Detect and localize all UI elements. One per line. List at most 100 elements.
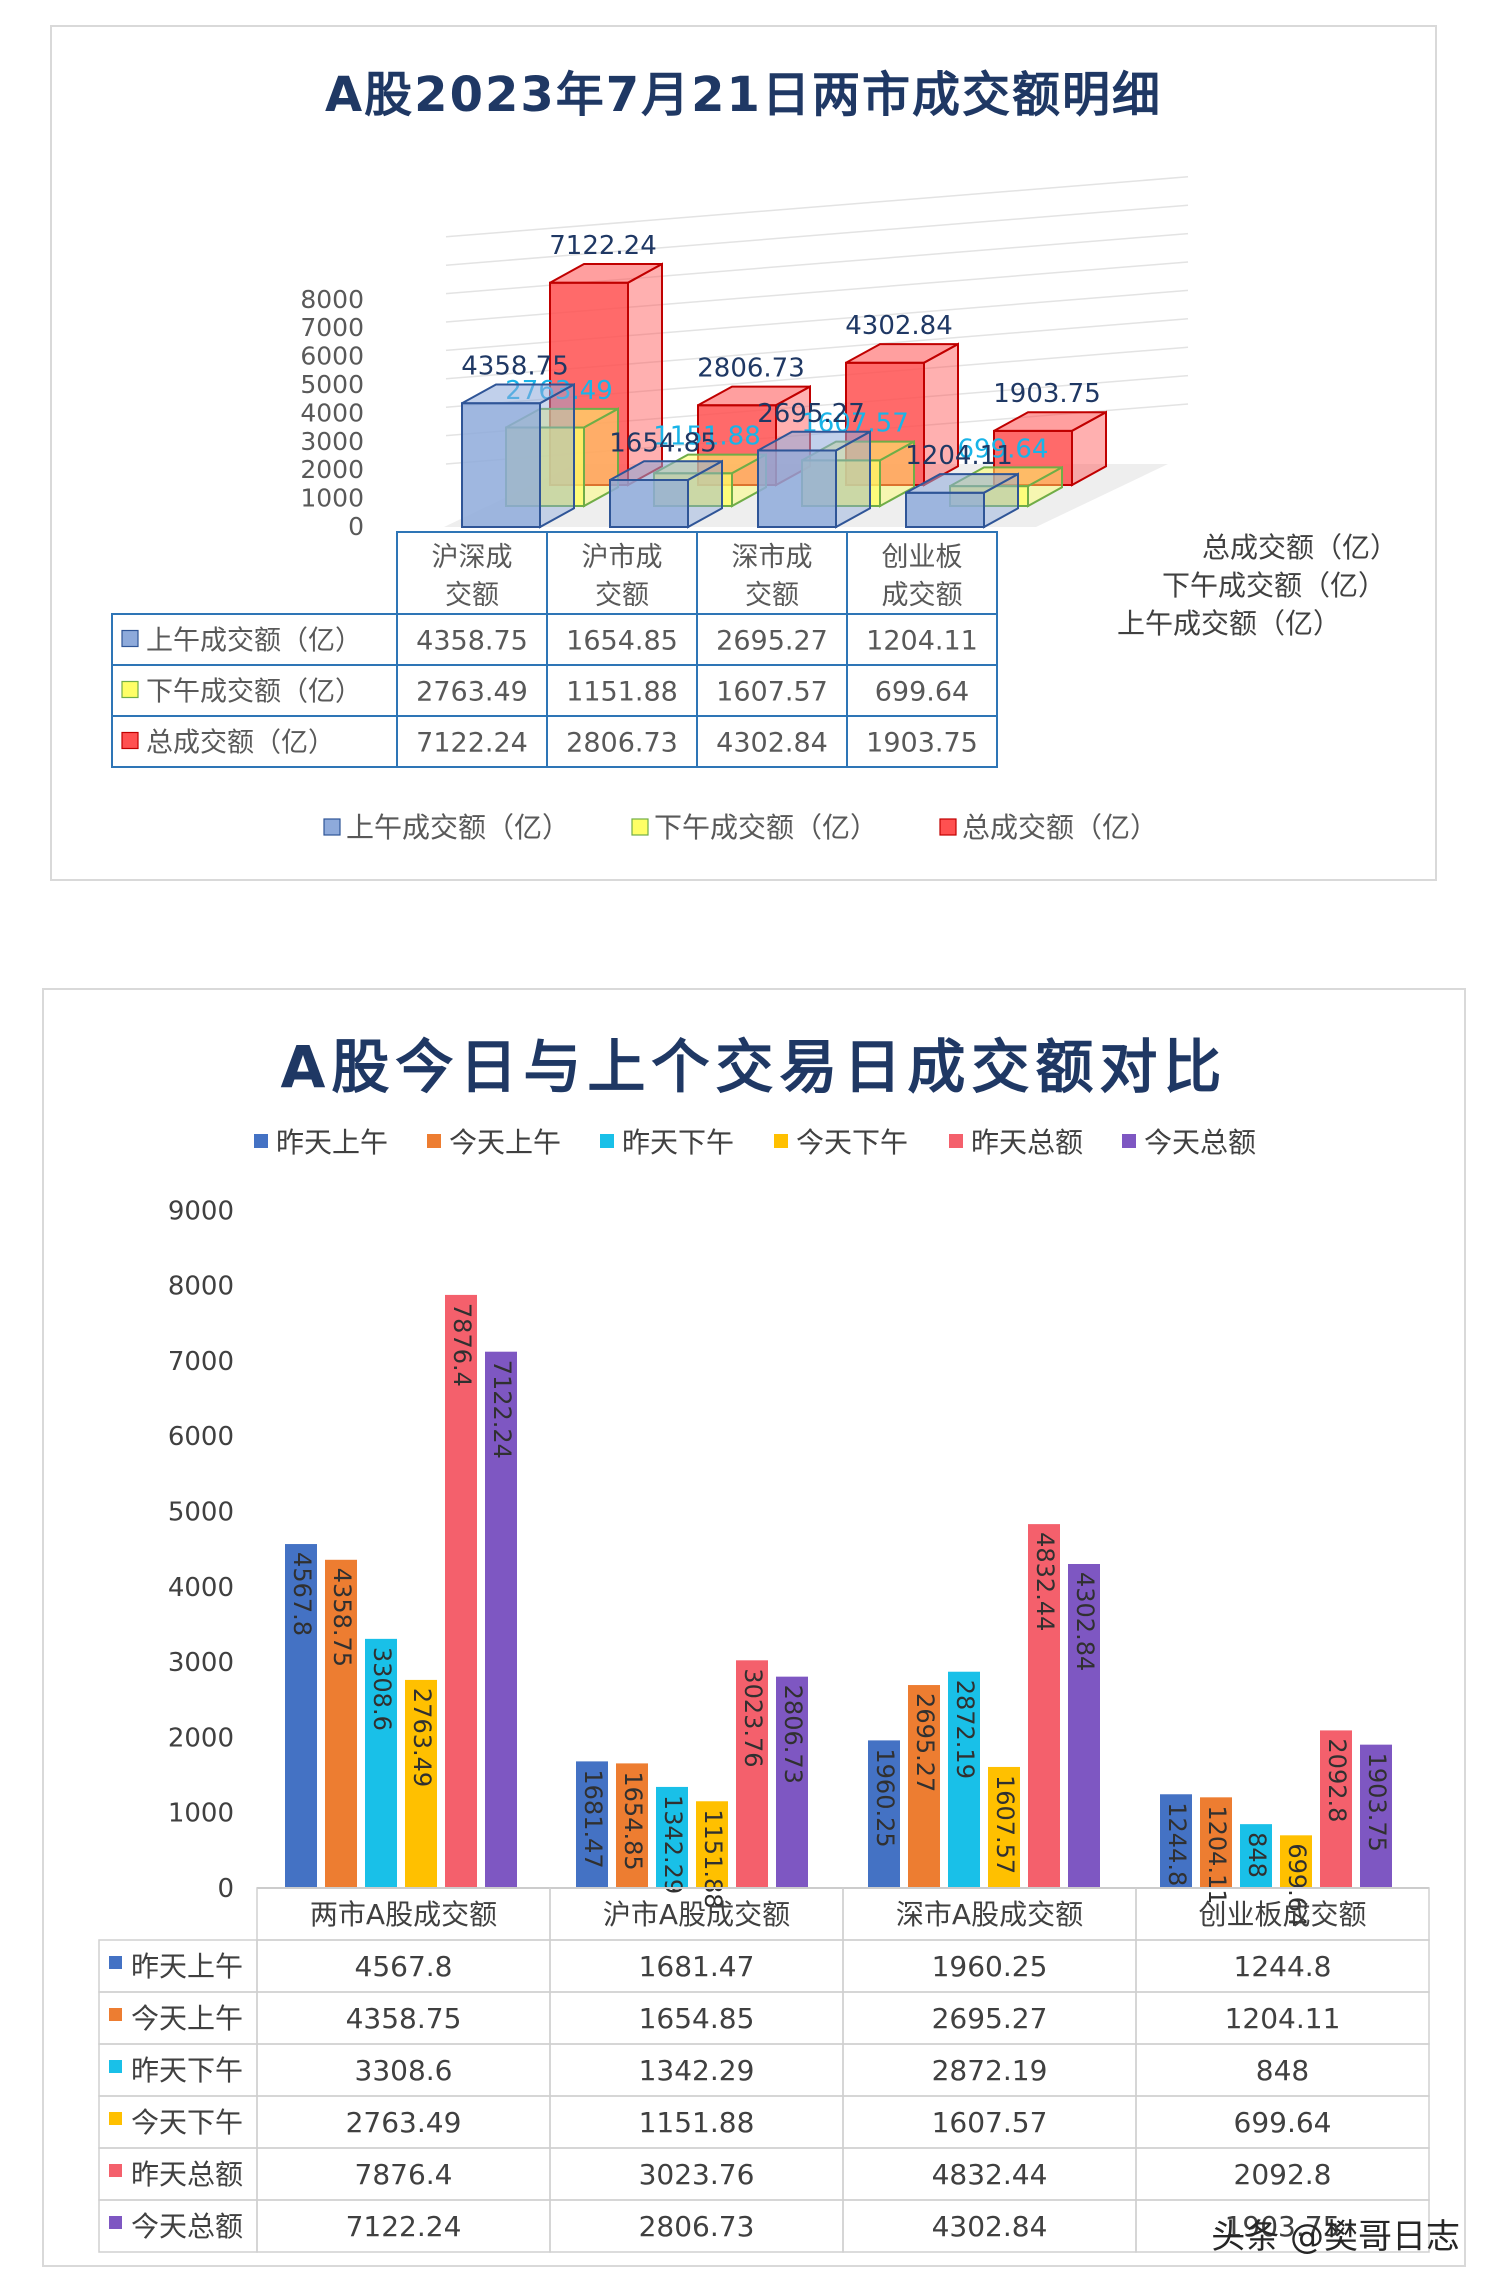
table-header-label: 交额 — [595, 580, 649, 611]
data-label: 3308.6 — [368, 1647, 396, 1731]
y-tick-label: 0 — [348, 512, 364, 541]
data-label: 1204.11 — [905, 441, 1013, 471]
y-tick-label: 3000 — [168, 1648, 234, 1678]
table-cell-value: 2695.27 — [716, 626, 828, 657]
series-axis-label: 下午成交额（亿） — [1162, 569, 1386, 602]
table-header-label: 成交额 — [882, 580, 963, 611]
table-header-label: 深市A股成交额 — [896, 1898, 1083, 1931]
table-cell-value: 1342.29 — [639, 2054, 755, 2087]
data-label: 1903.75 — [993, 379, 1101, 409]
data-label: 7122.24 — [549, 231, 657, 261]
bar — [736, 1660, 768, 1888]
table-row-label: 下午成交额（亿） — [146, 677, 362, 708]
gridline — [445, 204, 1189, 266]
y-tick-label: 4000 — [300, 398, 364, 427]
bar — [993, 410, 1107, 487]
data-label: 699.64 — [958, 434, 1049, 464]
legend-label: 昨天下午 — [622, 1126, 734, 1159]
table-cell-value: 1204.11 — [866, 626, 978, 657]
table-cell-value: 3023.76 — [639, 2158, 755, 2191]
legend-key — [109, 2060, 122, 2073]
data-label: 1960.25 — [871, 1748, 899, 1847]
data-label: 1151.88 — [653, 422, 761, 452]
data-label: 2695.27 — [911, 1693, 939, 1792]
bar-side — [1027, 465, 1063, 508]
bar — [405, 1679, 437, 1888]
y-tick-label: 7000 — [168, 1347, 234, 1377]
legend-label: 今天上午 — [449, 1126, 561, 1159]
legend-label: 今天下午 — [796, 1126, 908, 1159]
bar — [1320, 1730, 1352, 1888]
table-row-label: 昨天下午 — [131, 2054, 243, 2087]
bar — [445, 1294, 477, 1888]
table-cell-value: 1204.11 — [1225, 2002, 1341, 2035]
table-cell-value: 1903.75 — [1225, 2210, 1341, 2243]
table-cell-value: 3308.6 — [355, 2054, 453, 2087]
legend-label: 上午成交额（亿） — [346, 811, 570, 844]
y-tick-label: 6000 — [300, 342, 364, 371]
table-row-label: 今天下午 — [131, 2106, 243, 2139]
table-cell-value: 7876.4 — [355, 2158, 453, 2191]
legend-key — [323, 818, 341, 836]
bar-side — [539, 382, 575, 529]
bar-front — [905, 491, 985, 529]
legend-key — [631, 818, 649, 836]
bar-side — [835, 430, 871, 529]
legend-key — [109, 2216, 122, 2229]
data-label: 699.64 — [1283, 1843, 1311, 1927]
data-label: 1151.88 — [699, 1809, 727, 1908]
data-label: 2763.49 — [408, 1688, 436, 1787]
data-label: 1903.75 — [1363, 1753, 1391, 1852]
data-label: 2806.73 — [779, 1685, 807, 1784]
bar — [757, 430, 871, 529]
table-cell-value: 4358.75 — [416, 626, 528, 657]
bar — [325, 1559, 357, 1888]
bar — [1028, 1524, 1060, 1888]
bar — [1068, 1563, 1100, 1888]
legend-key — [121, 629, 139, 648]
data-label: 4567.8 — [288, 1552, 316, 1636]
table-cell-value: 4302.84 — [932, 2210, 1048, 2243]
table-row-label: 总成交额（亿） — [146, 728, 335, 759]
legend-label: 下午成交额（亿） — [654, 811, 878, 844]
y-tick-label: 4000 — [168, 1573, 234, 1603]
bar — [988, 1766, 1020, 1888]
table-cell-value: 2872.19 — [932, 2054, 1048, 2087]
series-axis-label: 总成交额（亿） — [1202, 531, 1398, 564]
bar — [616, 1763, 648, 1888]
y-tick-label: 9000 — [168, 1196, 234, 1226]
table-cell-value: 2806.73 — [566, 728, 678, 759]
bar-front — [609, 479, 689, 528]
y-tick-label: 2000 — [300, 455, 364, 484]
watermark: 头条 @樊哥日志 — [1211, 2217, 1460, 2257]
data-label: 4358.75 — [328, 1568, 356, 1667]
chart-panel-comparison: A股今日与上个交易日成交额对比 昨天上午 今天上午 昨天下午 今天下午 昨天总额 今天总额… — [42, 988, 1466, 2267]
bar — [576, 1761, 608, 1888]
legend-label: 今天总额 — [1144, 1126, 1256, 1159]
table-row-label: 上午成交额（亿） — [146, 626, 362, 657]
bar — [1240, 1824, 1272, 1888]
y-tick-label: 8000 — [300, 285, 364, 314]
data-label: 3023.76 — [739, 1668, 767, 1767]
bar — [485, 1351, 517, 1888]
data-label: 1654.85 — [609, 428, 717, 458]
table-header-label: 交额 — [445, 580, 499, 611]
legend-key — [774, 1134, 788, 1148]
data-label: 7876.4 — [448, 1303, 476, 1387]
bar — [1160, 1794, 1192, 1888]
bar-side — [687, 459, 723, 529]
data-label: 4358.75 — [461, 352, 569, 382]
bar — [1280, 1835, 1312, 1888]
data-label: 4302.84 — [1071, 1572, 1099, 1671]
legend-key — [121, 731, 139, 750]
y-tick-label: 2000 — [168, 1723, 234, 1753]
table-cell-value: 1960.25 — [932, 1950, 1048, 1983]
table-cell-value: 2763.49 — [346, 2106, 462, 2139]
legend-key — [600, 1134, 614, 1148]
legend-key — [109, 2112, 122, 2125]
legend-key — [254, 1134, 268, 1148]
table-cell-value: 1607.57 — [716, 677, 828, 708]
table-cell-value: 1903.75 — [866, 728, 978, 759]
data-label: 2806.73 — [697, 354, 805, 384]
bar-front — [461, 402, 541, 528]
